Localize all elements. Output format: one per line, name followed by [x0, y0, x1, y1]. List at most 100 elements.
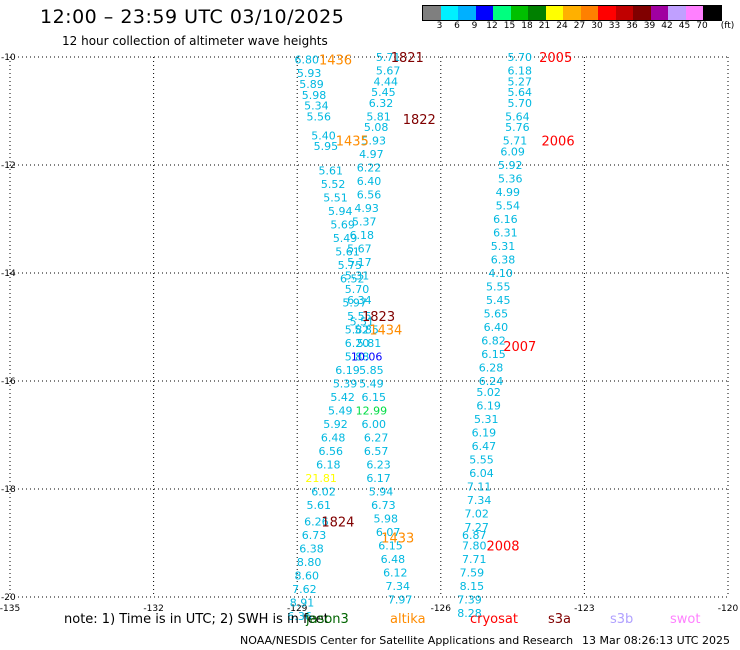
satellite-name-s3a: s3a — [548, 612, 572, 627]
wave-height-value: 6.16 — [493, 213, 518, 226]
wave-height-value: 8.80 — [297, 556, 322, 569]
y-tick-label: -10 — [1, 53, 16, 63]
wave-height-value: 6.52 — [340, 272, 365, 285]
satellite-name-altika: altika — [390, 612, 426, 627]
wave-height-value: 5.98 — [374, 513, 399, 526]
wave-height-value: 6.28 — [479, 362, 504, 375]
wave-height-value: 7.62 — [292, 583, 317, 596]
wave-height-value: 7.34 — [385, 580, 410, 593]
wave-height-value: 5.93 — [362, 135, 387, 148]
wave-height-value: 5.31 — [474, 413, 499, 426]
color-legend — [422, 5, 722, 21]
wave-height-value: 6.82 — [481, 335, 506, 348]
wave-height-value: 5.42 — [330, 391, 355, 404]
legend-tick-label: 6 — [454, 21, 460, 31]
wave-height-value: 5.61 — [318, 164, 343, 177]
legend-tick-label: 9 — [471, 21, 478, 31]
wave-height-value: 5.75 — [338, 259, 363, 272]
y-tick-label: -20 — [1, 593, 16, 603]
legend-tick-label: 18 — [521, 21, 533, 31]
wave-height-value: 7.27 — [464, 521, 489, 534]
wave-height-value: 5.70 — [345, 283, 370, 296]
wave-height-value: 6.73 — [302, 529, 327, 542]
wave-height-value: 5.65 — [484, 308, 509, 321]
footer-timestamp: 13 Mar 08:26:13 UTC 2025 — [582, 634, 730, 647]
pass-time-label: 2006 — [542, 135, 575, 150]
wave-height-value: 5.51 — [323, 191, 348, 204]
wave-height-value: 6.34 — [347, 294, 372, 307]
wave-height-value: 21.81 — [305, 472, 337, 485]
wave-height-value: 10.06 — [351, 351, 383, 364]
wave-height-value: 6.87 — [462, 529, 487, 542]
wave-height-value: 5.92 — [323, 418, 348, 431]
wave-height-value: 5.61 — [335, 245, 360, 258]
wave-height-value: 6.73 — [371, 499, 396, 512]
pass-time-label: 1824 — [321, 515, 354, 530]
wave-height-value: 5.92 — [498, 159, 523, 172]
legend-swatch — [615, 6, 633, 20]
wave-height-value: 6.15 — [362, 391, 387, 404]
wave-height-value: 5.31 — [345, 270, 370, 283]
wave-height-value: 6.38 — [491, 254, 516, 267]
wave-height-value: 5.49 — [333, 232, 358, 245]
legend-tick-label: 3 — [436, 21, 443, 31]
units-note: note: 1) Time is in UTC; 2) SWH is in fe… — [64, 612, 329, 627]
wave-height-value: 5.02 — [476, 386, 501, 399]
y-tick-label: -14 — [1, 269, 16, 279]
x-tick-label: -129 — [287, 604, 308, 614]
wave-height-value: 6.32 — [369, 97, 394, 110]
wave-height-value: 5.82 — [345, 324, 370, 337]
legend-swatch — [580, 6, 598, 20]
legend-swatch — [423, 6, 441, 20]
wave-height-value: 5.49 — [328, 405, 353, 418]
wave-height-value: 7.39 — [457, 594, 482, 607]
wave-height-value: 5.94 — [328, 205, 353, 218]
wave-height-value: 6.18 — [350, 229, 375, 242]
wave-height-value: 12.99 — [356, 405, 388, 418]
x-tick-label: -123 — [574, 604, 594, 614]
wave-height-value: 5.88 — [345, 351, 370, 364]
wave-height-value: 5.95 — [314, 140, 339, 153]
wave-height-value: 8.91 — [290, 596, 315, 609]
wave-height-value: 6.12 — [383, 567, 408, 580]
wave-height-value: 5.71 — [376, 51, 401, 64]
y-tick-label: -18 — [1, 485, 16, 495]
footer-credit: NOAA/NESDIS Center for Satellite Applica… — [240, 634, 574, 647]
wave-height-value: 6.19 — [472, 426, 497, 439]
legend-tick-label: 21 — [538, 21, 551, 31]
wave-height-value: 4.97 — [359, 148, 384, 161]
legend-swatch — [510, 6, 528, 20]
wave-height-value: 6.15 — [481, 348, 506, 361]
x-tick-label: -126 — [431, 604, 452, 614]
y-tick-label: -16 — [1, 377, 16, 387]
wave-height-value: 5.85 — [354, 324, 379, 337]
wave-height-value: 7.80 — [462, 540, 487, 553]
wave-height-value: 5.70 — [508, 51, 533, 64]
wave-height-value: 5.76 — [505, 121, 530, 134]
wave-height-value: 6.04 — [469, 467, 494, 480]
wave-height-value: 5.45 — [371, 86, 396, 99]
x-tick-label: -132 — [143, 604, 163, 614]
wave-height-value: 5.85 — [359, 364, 384, 377]
wave-height-value: 5.08 — [364, 121, 389, 134]
pass-time-label: 2007 — [503, 340, 536, 355]
wave-height-value: 6.24 — [479, 375, 504, 388]
wave-height-value: 5.81 — [366, 110, 391, 123]
wave-height-value: 6.47 — [472, 440, 497, 453]
legend-swatch — [685, 6, 703, 20]
wave-height-value: 6.22 — [357, 162, 382, 175]
wave-height-value: 8.28 — [457, 607, 482, 620]
satellite-name-jason3: jason3 — [306, 612, 349, 627]
wave-height-value: 6.23 — [366, 459, 391, 472]
legend-tick-label: 70 — [696, 21, 708, 31]
wave-height-value: 5.70 — [508, 97, 533, 110]
wave-height-value: 5.49 — [359, 378, 384, 391]
x-tick-label: -120 — [718, 604, 739, 614]
wave-height-value: 5.64 — [505, 110, 530, 123]
legend-swatch — [458, 6, 476, 20]
legend-swatch — [650, 6, 668, 20]
wave-height-value: 6.80 — [295, 54, 320, 67]
wave-height-value: 7.97 — [388, 594, 413, 607]
wave-height-value: 5.98 — [302, 89, 327, 102]
